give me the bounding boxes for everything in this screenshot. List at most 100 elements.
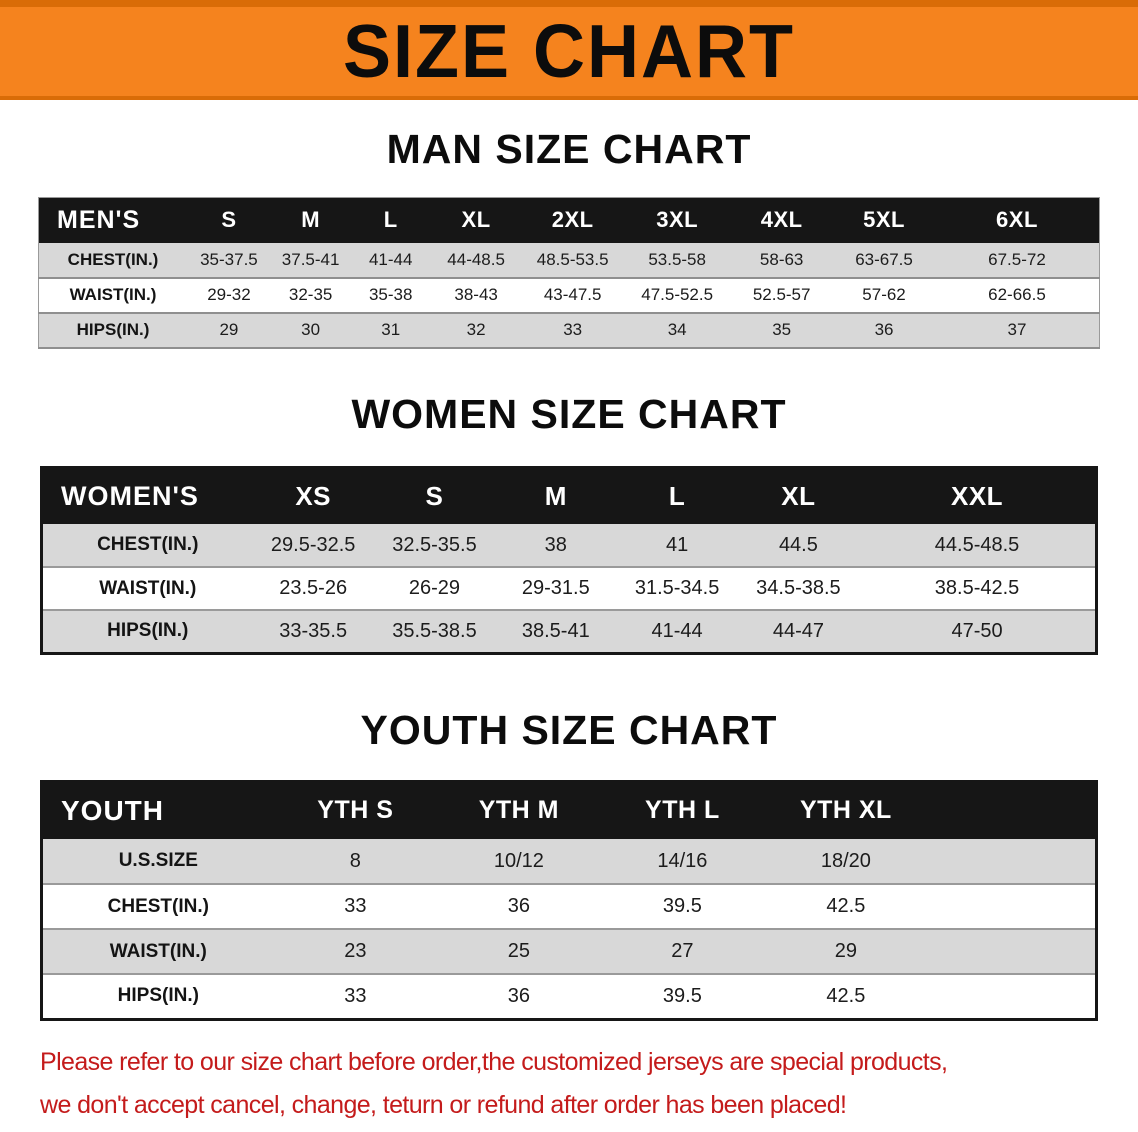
size-cell: 42.5 bbox=[764, 974, 928, 1020]
women-heading: WOMEN SIZE CHART bbox=[351, 390, 787, 437]
size-cell: 35 bbox=[730, 312, 834, 349]
notice-line-1: Please refer to our size chart before or… bbox=[40, 1047, 948, 1076]
men-col-header-2xl: 2XL bbox=[521, 197, 625, 243]
row-label: CHEST(IN.) bbox=[41, 884, 274, 930]
women-col-header-m: M bbox=[495, 467, 617, 524]
size-cell: 53.5-58 bbox=[624, 242, 731, 279]
men-table-title: MEN'S bbox=[38, 197, 188, 243]
women-col-header-s: S bbox=[373, 467, 496, 524]
youth-size-table: YOUTH YTH S YTH M YTH L YTH XL U.S.SIZE … bbox=[40, 779, 1098, 1021]
size-cell: 34 bbox=[624, 312, 731, 349]
size-cell: 41 bbox=[616, 524, 738, 568]
size-cell: 48.5-53.5 bbox=[521, 242, 625, 279]
size-cell: 44.5-48.5 bbox=[859, 524, 1097, 568]
size-cell: 33-35.5 bbox=[252, 610, 374, 654]
men-heading: MAN SIZE CHART bbox=[386, 126, 752, 172]
youth-chest-row: CHEST(IN.) 33 36 39.5 42.5 bbox=[41, 884, 1097, 930]
youth-col-header-yth-s: YTH S bbox=[273, 781, 438, 839]
women-chest-row: CHEST(IN.) 29.5-32.5 32.5-35.5 38 41 44.… bbox=[41, 524, 1097, 568]
women-col-header-xxl: XXL bbox=[859, 467, 1097, 524]
men-section: MAN SIZE CHART MEN'S S M L XL 2XL 3XL 4X… bbox=[0, 126, 1138, 349]
size-cell: 35-37.5 bbox=[187, 242, 271, 279]
size-cell: 39.5 bbox=[600, 974, 765, 1020]
women-size-table: WOMEN'S XS S M L XL XXL CHEST(IN.) 29.5-… bbox=[40, 465, 1098, 655]
men-col-header-m: M bbox=[270, 197, 351, 243]
size-cell: 63-67.5 bbox=[833, 242, 935, 279]
women-col-header-xs: XS bbox=[252, 467, 374, 524]
youth-col-header-yth-xl: YTH XL bbox=[764, 781, 928, 839]
size-cell: 44-48.5 bbox=[431, 242, 522, 279]
size-cell: 18/20 bbox=[764, 839, 928, 885]
men-col-header-xl: XL bbox=[431, 197, 522, 243]
men-header-row: MEN'S S M L XL 2XL 3XL 4XL 5XL 6XL bbox=[38, 197, 1100, 243]
men-col-header-6xl: 6XL bbox=[934, 197, 1100, 243]
notice-line-2: we don't accept cancel, change, teturn o… bbox=[40, 1090, 847, 1119]
size-cell: 38.5-42.5 bbox=[859, 567, 1097, 611]
youth-header-row: YOUTH YTH S YTH M YTH L YTH XL bbox=[41, 781, 1097, 839]
row-label: WAIST(IN.) bbox=[38, 277, 188, 314]
men-col-header-4xl: 4XL bbox=[730, 197, 834, 243]
size-cell: 37.5-41 bbox=[270, 242, 351, 279]
row-label: HIPS(IN.) bbox=[41, 974, 274, 1020]
size-cell: 42.5 bbox=[764, 884, 928, 930]
size-cell: 14/16 bbox=[600, 839, 765, 885]
size-cell: 58-63 bbox=[730, 242, 834, 279]
banner: SIZE CHART bbox=[0, 0, 1138, 100]
size-cell: 36 bbox=[437, 884, 601, 930]
size-cell: 23 bbox=[273, 929, 438, 975]
size-cell: 38-43 bbox=[431, 277, 522, 314]
size-cell: 23.5-26 bbox=[252, 567, 374, 611]
men-col-header-5xl: 5XL bbox=[833, 197, 935, 243]
size-cell: 33 bbox=[273, 884, 438, 930]
row-label: CHEST(IN.) bbox=[41, 524, 253, 568]
filler-cell bbox=[927, 839, 1097, 885]
size-cell: 29.5-32.5 bbox=[252, 524, 374, 568]
size-cell: 27 bbox=[600, 929, 765, 975]
women-col-header-xl: XL bbox=[737, 467, 860, 524]
size-cell: 35.5-38.5 bbox=[373, 610, 496, 654]
women-hips-row: HIPS(IN.) 33-35.5 35.5-38.5 38.5-41 41-4… bbox=[41, 610, 1097, 654]
row-label: WAIST(IN.) bbox=[41, 567, 253, 611]
size-cell: 26-29 bbox=[373, 567, 496, 611]
women-table-title: WOMEN'S bbox=[41, 467, 253, 524]
women-section: WOMEN SIZE CHART WOMEN'S XS S M L XL XXL… bbox=[0, 391, 1138, 655]
youth-waist-row: WAIST(IN.) 23 25 27 29 bbox=[41, 929, 1097, 975]
size-cell: 10/12 bbox=[437, 839, 601, 885]
size-cell: 62-66.5 bbox=[934, 277, 1100, 314]
size-cell: 44-47 bbox=[737, 610, 860, 654]
size-cell: 34.5-38.5 bbox=[737, 567, 860, 611]
size-cell: 29 bbox=[764, 929, 928, 975]
size-cell: 29 bbox=[187, 312, 271, 349]
size-cell: 36 bbox=[833, 312, 935, 349]
size-cell: 67.5-72 bbox=[934, 242, 1100, 279]
footer-notice: Please refer to our size chart before or… bbox=[40, 1041, 1138, 1127]
page-title: SIZE CHART bbox=[343, 9, 795, 94]
size-cell: 32.5-35.5 bbox=[373, 524, 496, 568]
size-cell: 44.5 bbox=[737, 524, 860, 568]
size-cell: 31.5-34.5 bbox=[616, 567, 738, 611]
size-cell: 32-35 bbox=[270, 277, 351, 314]
youth-heading: YOUTH SIZE CHART bbox=[360, 706, 778, 753]
size-cell: 35-38 bbox=[350, 277, 432, 314]
youth-ussize-row: U.S.SIZE 8 10/12 14/16 18/20 bbox=[41, 839, 1097, 885]
filler-cell bbox=[927, 781, 1097, 839]
size-cell: 8 bbox=[273, 839, 438, 885]
youth-hips-row: HIPS(IN.) 33 36 39.5 42.5 bbox=[41, 974, 1097, 1020]
size-cell: 38.5-41 bbox=[495, 610, 617, 654]
men-col-header-s: S bbox=[187, 197, 271, 243]
size-cell: 30 bbox=[270, 312, 351, 349]
size-cell: 33 bbox=[521, 312, 625, 349]
size-cell: 32 bbox=[431, 312, 522, 349]
size-cell: 29-32 bbox=[187, 277, 271, 314]
youth-section: YOUTH SIZE CHART YOUTH YTH S YTH M YTH L… bbox=[0, 707, 1138, 1021]
size-cell: 39.5 bbox=[600, 884, 765, 930]
size-cell: 41-44 bbox=[616, 610, 738, 654]
size-cell: 36 bbox=[437, 974, 601, 1020]
women-waist-row: WAIST(IN.) 23.5-26 26-29 29-31.5 31.5-34… bbox=[41, 567, 1097, 611]
size-cell: 25 bbox=[437, 929, 601, 975]
men-col-header-3xl: 3XL bbox=[624, 197, 731, 243]
women-header-row: WOMEN'S XS S M L XL XXL bbox=[41, 467, 1097, 524]
size-cell: 37 bbox=[934, 312, 1100, 349]
size-cell: 38 bbox=[495, 524, 617, 568]
row-label: HIPS(IN.) bbox=[41, 610, 253, 654]
